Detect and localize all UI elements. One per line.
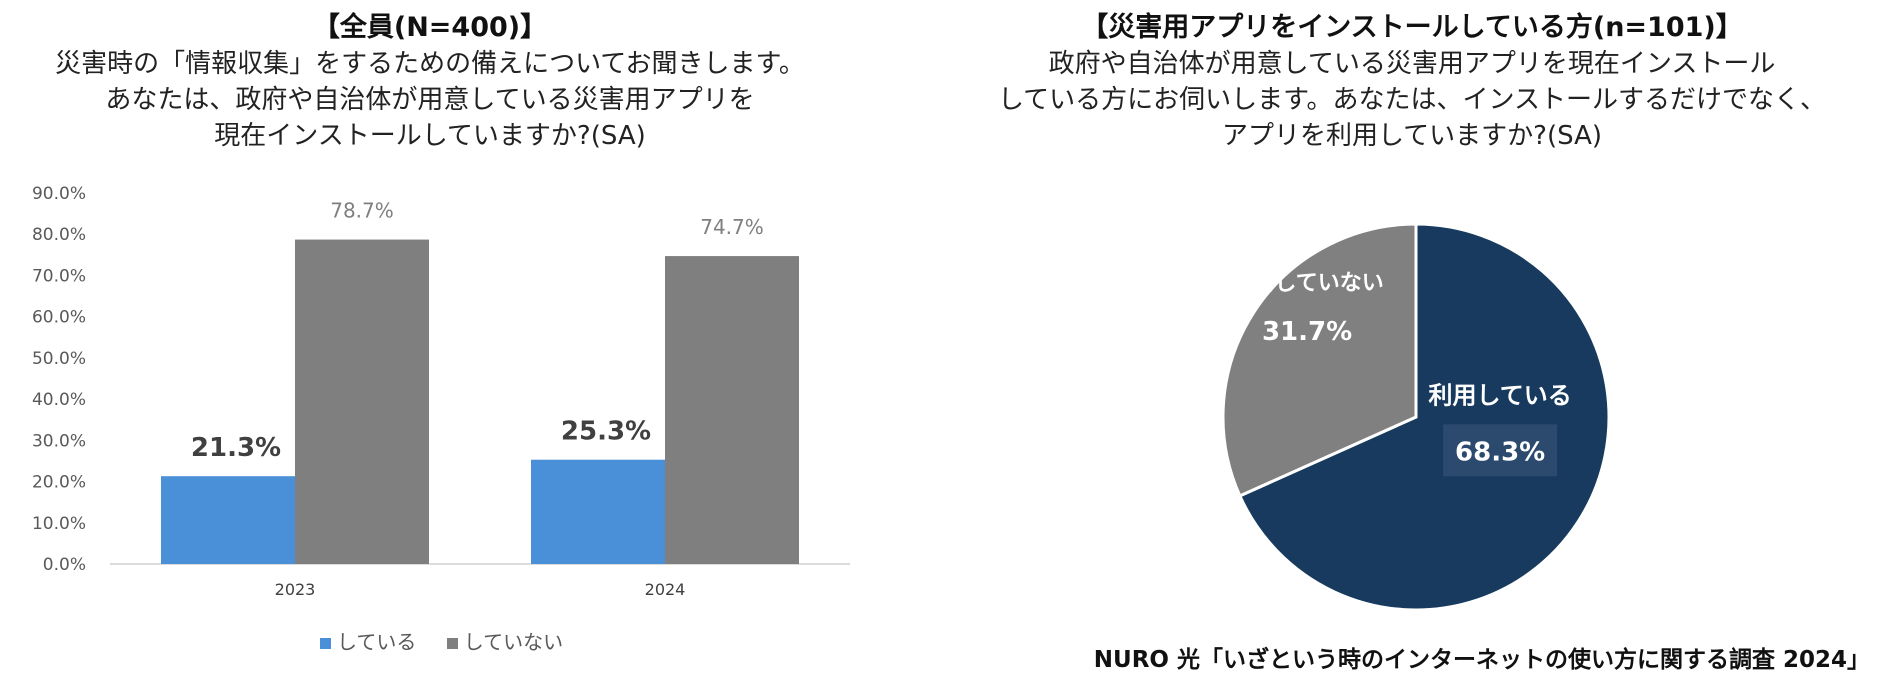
pie-slice-not-using — [1221, 222, 1418, 498]
bar-chart-panel: 【全員(N=400)】 災害時の「情報収集」をするための備えについてお聞きします… — [0, 0, 860, 687]
y-tick-label: 10.0% — [32, 514, 86, 534]
data-label-installed-2024: 25.3% — [561, 417, 651, 447]
pie-chart: 利用している 68.3% 利用していない 31.7% — [1221, 222, 1611, 612]
y-tick-label: 50.0% — [32, 349, 86, 369]
x-tick-label-2023: 2023 — [275, 580, 316, 599]
source-credit: NURO 光「いざという時のインターネットの使い方に関する調査 2024」 — [1093, 647, 1870, 673]
pie-label-using: 利用している — [1428, 381, 1571, 409]
data-label-not-installed-2024: 74.7% — [700, 215, 764, 239]
pie-value-not-using: 31.7% — [1262, 317, 1352, 347]
legend-swatch-not-installed — [446, 638, 458, 649]
y-tick-label: 90.0% — [32, 184, 86, 204]
pie-slice-using — [1237, 222, 1611, 612]
bar-2024-installed — [531, 459, 665, 564]
pie-chart-question-line-3: アプリを利用していますか?(SA) — [1221, 121, 1603, 151]
pie-chart-title: 【災害用アプリをインストールしている方(n=101)】 — [1081, 12, 1743, 43]
legend-swatch-installed — [320, 638, 331, 649]
bar-chart-title: 【全員(N=400)】 — [312, 12, 548, 43]
bar-chart-question-line-2: あなたは、政府や自治体が用意している災害用アプリを — [105, 85, 755, 115]
legend-label-not-installed: していない — [463, 630, 564, 654]
data-label-not-installed-2023: 78.7% — [330, 199, 394, 223]
y-tick-label: 80.0% — [32, 225, 86, 245]
x-tick-label-2024: 2024 — [645, 580, 686, 599]
bar-chart-legend: している していない — [320, 626, 587, 655]
y-tick-label: 70.0% — [32, 266, 86, 286]
legend-label-installed: している — [337, 630, 417, 654]
bar-chart: 0.0% 10.0% 20.0% 30.0% 40.0% 50.0% 60.0% 70.0% 8… — [32, 184, 850, 599]
pie-chart-question-line-2: している方にお伺いします。あなたは、インストールするだけでなく、 — [997, 85, 1827, 115]
y-tick-label: 60.0% — [32, 308, 86, 328]
bar-chart-question-line-3: 現在インストールしていますか?(SA) — [214, 121, 646, 151]
bar-2023-installed — [161, 476, 295, 564]
bar-2023-not-installed — [295, 239, 429, 564]
y-tick-label: 20.0% — [32, 473, 86, 493]
bar-chart-question-line-1: 災害時の「情報収集」をするための備えについてお聞きします。 — [55, 49, 805, 79]
y-tick-label: 0.0% — [43, 555, 86, 575]
data-label-installed-2023: 21.3% — [191, 433, 281, 463]
bar-2024-not-installed — [665, 256, 799, 564]
legend-item-installed: している — [320, 626, 416, 655]
pie-chart-title-block: 【災害用アプリをインストールしている方(n=101)】 政府や自治体が用意してい… — [930, 10, 1894, 154]
pie-value-box-using — [1443, 424, 1558, 477]
pie-chart-question-line-1: 政府や自治体が用意している災害用アプリを現在インストール — [1048, 49, 1776, 79]
pie-value-using: 68.3% — [1455, 437, 1545, 467]
pie-chart-panel: 【災害用アプリをインストールしている方(n=101)】 政府や自治体が用意してい… — [930, 0, 1894, 687]
legend-item-not-installed: していない — [446, 626, 564, 655]
pie-label-not-using: 利用していない — [1230, 271, 1383, 296]
y-tick-label: 40.0% — [32, 390, 86, 410]
bar-chart-title-block: 【全員(N=400)】 災害時の「情報収集」をするための備えについてお聞きします… — [0, 10, 860, 154]
y-tick-label: 30.0% — [32, 431, 86, 451]
